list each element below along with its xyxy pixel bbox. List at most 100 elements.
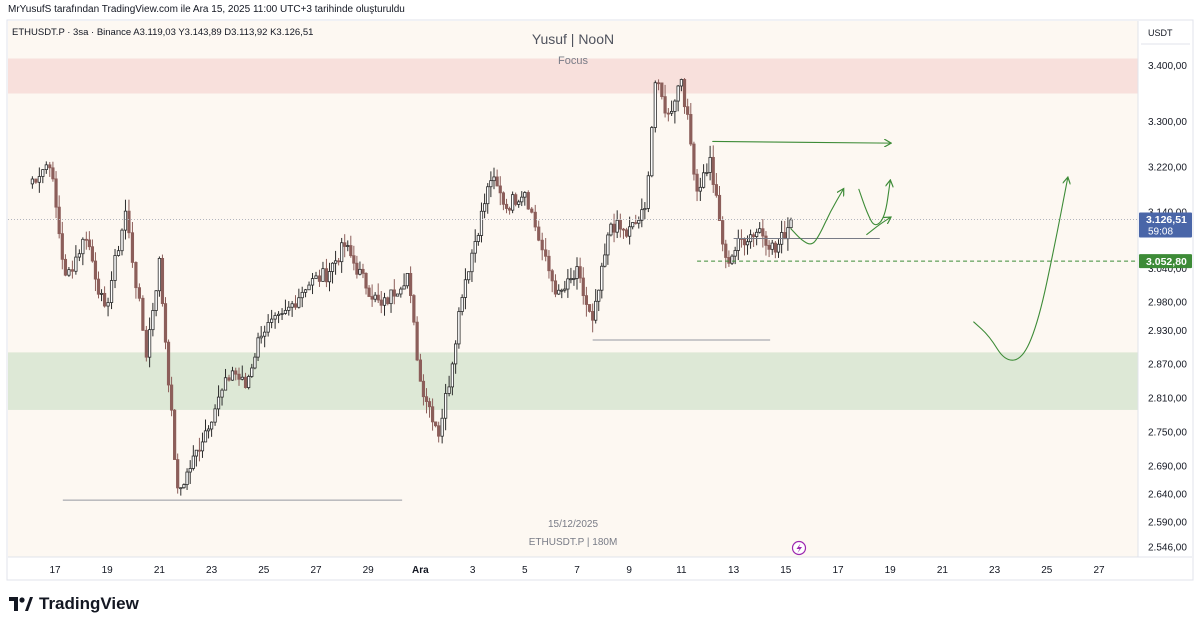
candle-body [457, 311, 461, 345]
candle [520, 191, 524, 207]
candle [444, 383, 448, 431]
candle [179, 487, 183, 496]
candle [160, 254, 165, 307]
candle [682, 78, 687, 114]
candle [727, 250, 731, 267]
candle-body [663, 96, 667, 114]
candle [148, 317, 152, 368]
candle-body [517, 201, 521, 205]
candle-body [200, 441, 205, 452]
candle-body [343, 242, 347, 247]
candle-body [54, 178, 58, 208]
candle-body [314, 275, 318, 279]
candle [755, 228, 759, 246]
candle-body [745, 241, 750, 246]
squiggle-b[interactable] [858, 181, 890, 226]
candle [206, 425, 211, 439]
candle-body [120, 229, 124, 252]
x-tick-label: 23 [206, 565, 218, 576]
candle [144, 325, 148, 362]
x-tick-label: 21 [154, 565, 166, 576]
candle-body [764, 235, 768, 246]
candle [367, 285, 371, 297]
candle-body [70, 269, 74, 272]
candle [454, 340, 458, 374]
candle-body [352, 255, 356, 264]
candle-body [51, 167, 55, 180]
candle-body [74, 256, 78, 272]
candle [303, 288, 308, 298]
candle-body [395, 293, 400, 297]
candle [447, 375, 451, 397]
candle [517, 199, 521, 208]
candle [711, 145, 715, 193]
candle-body [634, 222, 638, 224]
price-chart[interactable]: Yusuf | NooN Focus ETHUSDT.P · 3sa · Binan… [0, 0, 1200, 590]
x-tick-label: 29 [363, 565, 375, 576]
candle-body [169, 384, 174, 411]
last-price-value: 3.126,51 [1146, 214, 1187, 226]
tradingview-logo[interactable]: TradingView [9, 594, 139, 614]
candle [773, 240, 777, 259]
candle-body [689, 114, 693, 145]
candle [615, 210, 619, 239]
candle-body [615, 219, 619, 233]
lightning-icon[interactable] [791, 540, 807, 556]
candle-body [379, 299, 383, 306]
candle [99, 289, 104, 302]
candle [770, 239, 774, 255]
candle-body [358, 268, 362, 275]
candle-body [206, 428, 211, 432]
candle [256, 332, 260, 361]
x-tick-label: 9 [626, 565, 632, 576]
candle [724, 239, 728, 269]
candle-body [99, 292, 104, 295]
candle [640, 198, 644, 228]
plot-area [8, 58, 1138, 501]
candle-body [717, 194, 722, 221]
squiggle-c[interactable] [866, 218, 890, 236]
candle [489, 171, 493, 198]
y-tick-label: 2.930,00 [1148, 326, 1187, 337]
candle [349, 235, 353, 258]
candle-body [290, 303, 294, 308]
candle-body [476, 235, 480, 242]
candle [650, 125, 654, 178]
x-tick-label: 3 [470, 565, 476, 576]
candle [194, 449, 198, 467]
candle-body [640, 209, 644, 221]
candle [361, 263, 365, 279]
candle-body [346, 245, 350, 247]
candle-body [154, 290, 158, 311]
candle-body [63, 258, 68, 276]
target-arrow[interactable] [712, 141, 890, 143]
candle [689, 103, 693, 147]
level-badge[interactable]: 3.052,80 [1139, 254, 1192, 269]
candle-body [144, 329, 148, 358]
big-projection[interactable] [973, 178, 1068, 361]
candle [51, 161, 55, 182]
candle-body [30, 178, 34, 185]
candle [498, 176, 502, 206]
zone-support [8, 352, 1138, 410]
candle-body [412, 295, 416, 323]
candle [692, 141, 696, 181]
symbol-legend: ETHUSDT.P · 3sa · Binance A3.119,03 Y3.1… [12, 27, 313, 38]
candle-body [724, 243, 728, 258]
candle [227, 374, 231, 382]
currency-label[interactable]: USDT [1148, 28, 1173, 38]
candle [395, 293, 400, 297]
candle [113, 248, 117, 289]
candle [584, 286, 588, 317]
candle [127, 199, 131, 239]
candle-body [234, 370, 238, 375]
candle-body [300, 291, 304, 299]
candle-body [266, 322, 270, 333]
candle [624, 227, 629, 238]
candle [764, 231, 768, 256]
candle [507, 206, 512, 215]
candle-body [507, 208, 512, 211]
squiggle-a[interactable] [790, 189, 843, 245]
candle [157, 256, 161, 297]
